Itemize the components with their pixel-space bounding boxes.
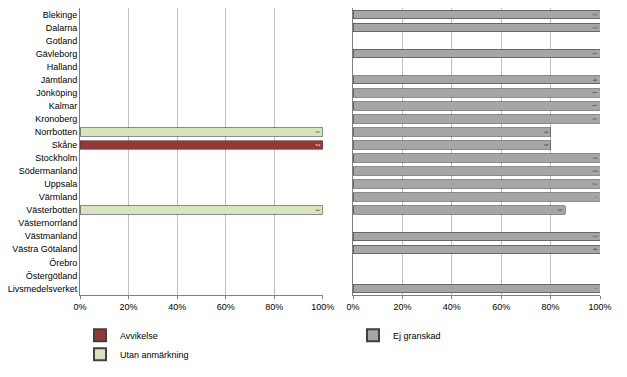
svg-text:Jämtland: Jämtland — [41, 75, 78, 85]
svg-text:6: 6 — [557, 209, 562, 212]
svg-text:Västernorrland: Västernorrland — [18, 218, 77, 228]
svg-text:4: 4 — [592, 79, 597, 82]
svg-text:Livsmedelsverket: Livsmedelsverket — [8, 284, 78, 294]
svg-text:0%: 0% — [73, 302, 86, 312]
svg-text:Stockholm: Stockholm — [35, 153, 77, 163]
svg-text:4: 4 — [543, 131, 548, 134]
svg-text:Halland: Halland — [47, 62, 78, 72]
svg-text:3: 3 — [592, 235, 597, 238]
svg-text:40%: 40% — [168, 302, 186, 312]
svg-text:1: 1 — [592, 118, 597, 121]
svg-text:Värmland: Värmland — [39, 192, 78, 202]
svg-text:1: 1 — [315, 209, 320, 212]
svg-text:3: 3 — [592, 157, 597, 160]
svg-text:Utan anmärkning: Utan anmärkning — [120, 350, 189, 360]
svg-text:20%: 20% — [393, 302, 411, 312]
svg-text:0%: 0% — [346, 302, 359, 312]
svg-text:1: 1 — [592, 92, 597, 95]
svg-text:100%: 100% — [311, 302, 334, 312]
svg-text:Norrbotten: Norrbotten — [35, 127, 78, 137]
svg-text:Kalmar: Kalmar — [49, 101, 78, 111]
svg-text:Gävleborg: Gävleborg — [36, 49, 78, 59]
svg-text:2: 2 — [592, 13, 597, 16]
svg-text:2: 2 — [315, 144, 320, 147]
svg-text:80%: 80% — [265, 302, 283, 312]
svg-text:Gotland: Gotland — [46, 36, 78, 46]
svg-text:Ej granskad: Ej granskad — [393, 331, 441, 341]
svg-text:1: 1 — [315, 131, 320, 134]
svg-text:8: 8 — [543, 144, 548, 147]
svg-text:Avvikelse: Avvikelse — [120, 331, 158, 341]
svg-text:Östergötland: Östergötland — [26, 271, 78, 281]
svg-text:11: 11 — [594, 196, 597, 199]
svg-text:20%: 20% — [120, 302, 138, 312]
svg-text:Jönköping: Jönköping — [36, 88, 77, 98]
svg-text:Västra Götaland: Västra Götaland — [12, 244, 77, 254]
svg-text:Västmanland: Västmanland — [25, 231, 78, 241]
svg-text:28: 28 — [595, 287, 598, 289]
svg-text:60%: 60% — [217, 302, 235, 312]
svg-text:Örebro: Örebro — [49, 258, 77, 268]
svg-text:Skåne: Skåne — [52, 140, 78, 150]
svg-text:40%: 40% — [443, 302, 461, 312]
svg-text:Dalarna: Dalarna — [46, 23, 78, 33]
svg-text:3: 3 — [592, 26, 597, 29]
svg-text:Södermanland: Södermanland — [19, 166, 78, 176]
svg-text:1: 1 — [592, 52, 597, 55]
svg-text:1: 1 — [592, 105, 597, 108]
svg-text:60%: 60% — [492, 302, 510, 312]
svg-text:4: 4 — [592, 248, 597, 251]
svg-text:80%: 80% — [542, 302, 560, 312]
svg-text:3: 3 — [592, 170, 597, 173]
svg-text:100%: 100% — [588, 302, 611, 312]
svg-text:Blekinge: Blekinge — [43, 10, 78, 20]
svg-text:2: 2 — [592, 183, 597, 186]
svg-text:Västerbotten: Västerbotten — [26, 205, 77, 215]
svg-text:Kronoberg: Kronoberg — [35, 114, 77, 124]
svg-text:Uppsala: Uppsala — [44, 179, 77, 189]
